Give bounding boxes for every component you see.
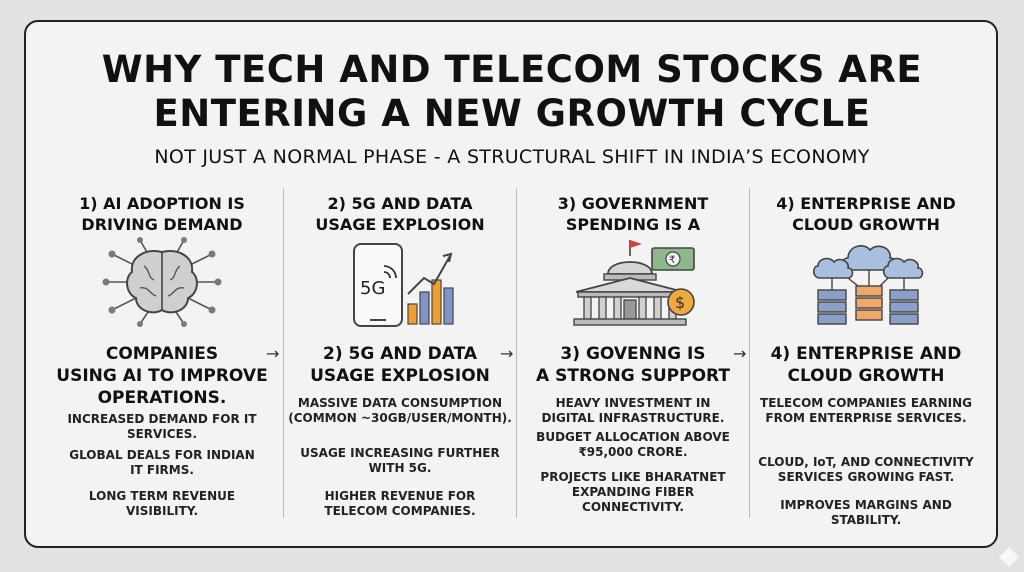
column-4-subheading: 4) ENTERPRISE AND CLOUD GROWTH	[770, 344, 962, 386]
phone-5g-label: 5G	[360, 278, 385, 299]
column-divider	[749, 188, 750, 518]
column-3-bullet-1: HEAVY INVESTMENT IN DIGITAL INFRASTRUCTU…	[541, 396, 725, 425]
column-2-bullet-1: MASSIVE DATA CONSUMPTION (COMMON ~30GB/U…	[288, 396, 512, 425]
title-line-1: WHY TECH AND TELECOM STOCKS ARE	[101, 48, 923, 91]
brain-circuit-icon	[102, 237, 222, 327]
column-3-bullet-3: PROJECTS LIKE BHARATNET EXPANDING FIBER …	[540, 470, 726, 514]
column-2-bullet-2: USAGE INCREASING FURTHER WITH 5G.	[300, 446, 500, 475]
column-3-subheading: 3) GOVENNG IS A STRONG SUPPORT	[536, 344, 730, 386]
column-divider	[283, 188, 284, 518]
column-2-heading: 2) 5G AND DATA USAGE EXPLOSION	[315, 194, 485, 234]
sparkle-watermark-icon	[999, 547, 1019, 567]
column-1-subheading: COMPANIES USING AI TO IMPROVE OPERATIONS…	[56, 344, 268, 408]
column-2-bullet-3: HIGHER REVENUE FOR TELECOM COMPANIES.	[324, 489, 476, 518]
column-1-bullet-3: LONG TERM REVENUE VISIBILITY.	[88, 489, 236, 518]
arrow-icon: →	[500, 344, 514, 363]
subtitle: NOT JUST A NORMAL PHASE - A STRUCTURAL S…	[154, 146, 870, 168]
column-divider	[516, 188, 517, 518]
column-3-bullet-2: BUDGET ALLOCATION ABOVE ₹95,000 CRORE.	[536, 430, 730, 459]
column-4-bullet-1: TELECOM COMPANIES EARNING FROM ENTERPRIS…	[760, 396, 972, 425]
phone-5g-chart-icon: 5G	[353, 243, 454, 327]
cloud-server-icon	[812, 245, 924, 325]
government-building-money-icon: ₹ $	[573, 240, 695, 326]
arrow-icon: →	[266, 344, 280, 363]
column-4-heading: 4) ENTERPRISE AND CLOUD GROWTH	[776, 194, 956, 234]
column-4-bullet-2: CLOUD, IoT, AND CONNECTIVITY SERVICES GR…	[758, 455, 974, 484]
title-line-2: ENTERING A NEW GROWTH CYCLE	[153, 92, 871, 135]
arrow-icon: →	[733, 344, 747, 363]
column-1-bullet-2: GLOBAL DEALS FOR INDIAN IT FIRMS.	[69, 448, 255, 477]
column-2-subheading: 2) 5G AND DATA USAGE EXPLOSION	[310, 344, 490, 386]
rupee-label: ₹	[669, 255, 675, 266]
column-1-bullet-1: INCREASED DEMAND FOR IT SERVICES.	[67, 412, 257, 441]
column-4-bullet-3: IMPROVES MARGINS AND STABILITY.	[780, 498, 952, 527]
dollar-label: $	[675, 293, 685, 312]
column-3-heading: 3) GOVERNMENT SPENDING IS A	[557, 194, 709, 234]
column-1-heading: 1) AI ADOPTION IS DRIVING DEMAND	[79, 194, 245, 234]
